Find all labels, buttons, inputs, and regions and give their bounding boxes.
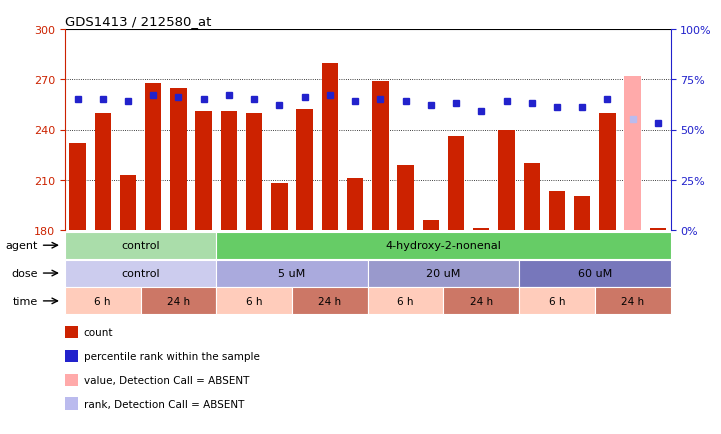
Bar: [523, 164, 540, 230]
Text: 24 h: 24 h: [318, 296, 342, 306]
Bar: [595, 288, 671, 315]
Bar: [65, 260, 216, 287]
Bar: [498, 130, 515, 230]
Text: 6 h: 6 h: [94, 296, 111, 306]
Bar: [599, 114, 616, 230]
Bar: [216, 288, 292, 315]
Bar: [519, 288, 595, 315]
Bar: [443, 288, 519, 315]
Bar: [94, 114, 111, 230]
Bar: [296, 110, 313, 230]
Text: 6 h: 6 h: [246, 296, 262, 306]
Bar: [322, 64, 338, 230]
Bar: [65, 288, 141, 315]
Text: time: time: [12, 296, 37, 306]
Text: dose: dose: [11, 269, 37, 278]
Text: 6 h: 6 h: [397, 296, 414, 306]
Bar: [216, 260, 368, 287]
Bar: [549, 192, 565, 230]
Text: 20 uM: 20 uM: [426, 269, 461, 278]
Text: 24 h: 24 h: [621, 296, 645, 306]
Text: value, Detection Call = ABSENT: value, Detection Call = ABSENT: [84, 375, 249, 385]
Bar: [145, 84, 162, 230]
Bar: [650, 228, 666, 230]
Text: GDS1413 / 212580_at: GDS1413 / 212580_at: [65, 15, 211, 28]
Bar: [423, 220, 439, 230]
Text: 24 h: 24 h: [167, 296, 190, 306]
Bar: [397, 165, 414, 230]
Bar: [141, 288, 216, 315]
Text: 5 uM: 5 uM: [278, 269, 306, 278]
Bar: [624, 77, 641, 230]
Bar: [368, 288, 443, 315]
Bar: [372, 82, 389, 230]
Bar: [574, 197, 590, 230]
Bar: [292, 288, 368, 315]
Text: agent: agent: [5, 241, 37, 250]
Bar: [216, 232, 671, 259]
Bar: [69, 144, 86, 230]
Bar: [347, 178, 363, 230]
Text: count: count: [84, 327, 113, 337]
Text: percentile rank within the sample: percentile rank within the sample: [84, 351, 260, 361]
Text: control: control: [121, 241, 160, 250]
Bar: [246, 114, 262, 230]
Text: rank, Detection Call = ABSENT: rank, Detection Call = ABSENT: [84, 399, 244, 408]
Text: 6 h: 6 h: [549, 296, 565, 306]
Bar: [120, 175, 136, 230]
Text: control: control: [121, 269, 160, 278]
Bar: [65, 232, 216, 259]
Bar: [170, 89, 187, 230]
Bar: [271, 184, 288, 230]
Text: 60 uM: 60 uM: [578, 269, 612, 278]
Text: 4-hydroxy-2-nonenal: 4-hydroxy-2-nonenal: [386, 241, 501, 250]
Text: 24 h: 24 h: [469, 296, 493, 306]
Bar: [221, 112, 237, 230]
Bar: [368, 260, 519, 287]
Bar: [473, 228, 490, 230]
Bar: [448, 137, 464, 230]
Bar: [195, 112, 212, 230]
Bar: [519, 260, 671, 287]
